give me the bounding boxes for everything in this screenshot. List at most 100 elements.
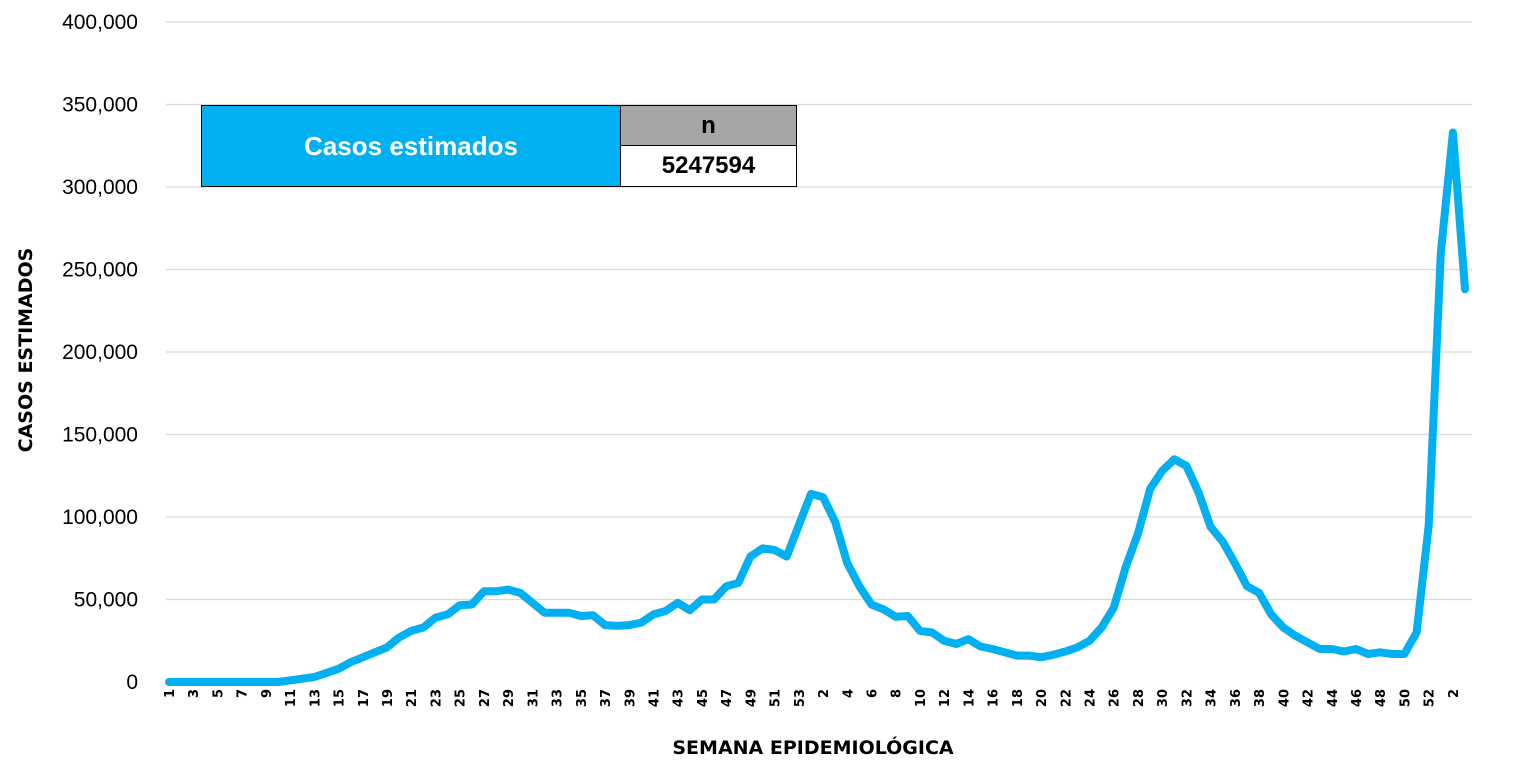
summary-header: n xyxy=(620,105,797,145)
x-tick-label: 2 xyxy=(817,689,832,698)
x-tick-label: 53 xyxy=(793,689,808,707)
data-point xyxy=(1063,649,1068,654)
data-point xyxy=(796,523,801,528)
data-point xyxy=(167,680,171,684)
x-tick-label: 20 xyxy=(1035,689,1050,707)
data-point xyxy=(1184,463,1189,468)
data-point xyxy=(1136,531,1140,536)
data-point xyxy=(421,625,426,630)
data-point xyxy=(300,676,305,681)
x-tick-label: 42 xyxy=(1302,689,1317,707)
summary-label: Casos estimados xyxy=(201,105,621,187)
y-tick-label: 300,000 xyxy=(62,176,138,199)
data-point xyxy=(433,615,438,620)
data-point xyxy=(869,602,874,607)
data-point xyxy=(784,554,789,559)
data-point xyxy=(918,628,922,633)
x-tick-label: 44 xyxy=(1326,689,1341,707)
x-tick-label: 5 xyxy=(211,689,226,698)
data-point xyxy=(760,546,765,551)
series-line xyxy=(165,128,1469,686)
x-tick-label: 47 xyxy=(720,689,735,707)
data-point xyxy=(1414,630,1419,635)
data-point xyxy=(954,642,959,646)
gridlines xyxy=(166,21,1472,601)
data-point xyxy=(1438,251,1443,255)
y-tick-label: 50,000 xyxy=(74,589,138,612)
data-point xyxy=(1366,652,1371,656)
data-point xyxy=(748,554,753,559)
data-point xyxy=(966,637,971,642)
data-point xyxy=(845,561,850,566)
data-point xyxy=(639,620,644,625)
x-tick-label: 26 xyxy=(1108,689,1123,707)
data-point xyxy=(409,628,414,633)
data-point xyxy=(1148,487,1153,491)
x-tick-label: 48 xyxy=(1374,689,1389,707)
data-point xyxy=(530,600,535,605)
data-point xyxy=(1317,647,1322,651)
x-tick-label: 14 xyxy=(962,689,977,707)
data-point xyxy=(1075,645,1080,650)
data-point xyxy=(288,678,293,683)
x-tick-label: 27 xyxy=(478,689,493,707)
data-point xyxy=(312,675,317,679)
data-point xyxy=(1027,653,1031,658)
x-tick-label: 31 xyxy=(526,689,541,707)
data-point xyxy=(1099,625,1104,630)
data-point xyxy=(179,680,184,684)
data-point xyxy=(1160,468,1165,473)
data-point xyxy=(445,612,450,617)
x-tick-label: 33 xyxy=(551,689,566,707)
data-point xyxy=(1232,561,1237,566)
data-point xyxy=(1293,633,1298,638)
data-point xyxy=(203,680,208,684)
y-axis-ticks: 0 50,000 100,000 150,000 200,000 250,000 300,0… xyxy=(62,11,138,694)
data-point xyxy=(494,589,498,594)
data-point xyxy=(930,630,935,635)
x-tick-label: 45 xyxy=(696,689,711,707)
data-point xyxy=(1051,652,1056,657)
x-tick-label: 18 xyxy=(1011,689,1026,707)
data-point xyxy=(542,610,547,615)
x-tick-label: 13 xyxy=(308,689,323,707)
y-tick-label: 0 xyxy=(126,671,138,694)
data-point xyxy=(554,610,559,615)
data-point xyxy=(821,495,826,500)
data-point xyxy=(518,590,523,595)
data-point xyxy=(1172,457,1177,462)
data-point xyxy=(687,608,692,613)
x-tick-label: 28 xyxy=(1132,689,1147,707)
x-tick-label: 6 xyxy=(866,689,881,698)
data-point xyxy=(1111,605,1116,610)
data-point xyxy=(263,680,268,684)
y-tick-label: 400,000 xyxy=(62,11,138,34)
data-point xyxy=(385,645,389,650)
data-point xyxy=(506,587,511,592)
x-tick-label: 41 xyxy=(647,689,662,707)
y-tick-label: 150,000 xyxy=(62,424,138,447)
data-point xyxy=(1402,652,1407,656)
data-point xyxy=(191,680,196,684)
data-point xyxy=(1426,523,1431,528)
data-point xyxy=(566,610,571,615)
x-tick-label: 4 xyxy=(841,689,856,698)
data-point xyxy=(1196,490,1201,495)
data-point xyxy=(1208,524,1213,529)
data-point xyxy=(227,680,232,684)
data-point xyxy=(590,613,595,618)
data-point xyxy=(724,584,729,589)
data-point xyxy=(651,612,656,617)
data-point xyxy=(1463,287,1467,292)
x-tick-label: 19 xyxy=(381,689,396,707)
x-axis-title: SEMANA EPIDEMIOLÓGICA xyxy=(672,735,954,759)
x-tick-label: 46 xyxy=(1350,689,1365,707)
data-point xyxy=(1257,590,1262,595)
data-point xyxy=(397,635,402,640)
data-point xyxy=(251,680,256,684)
x-tick-label: 21 xyxy=(405,689,420,707)
data-point xyxy=(1269,612,1274,617)
data-point xyxy=(990,647,995,651)
x-tick-label: 29 xyxy=(502,689,517,707)
